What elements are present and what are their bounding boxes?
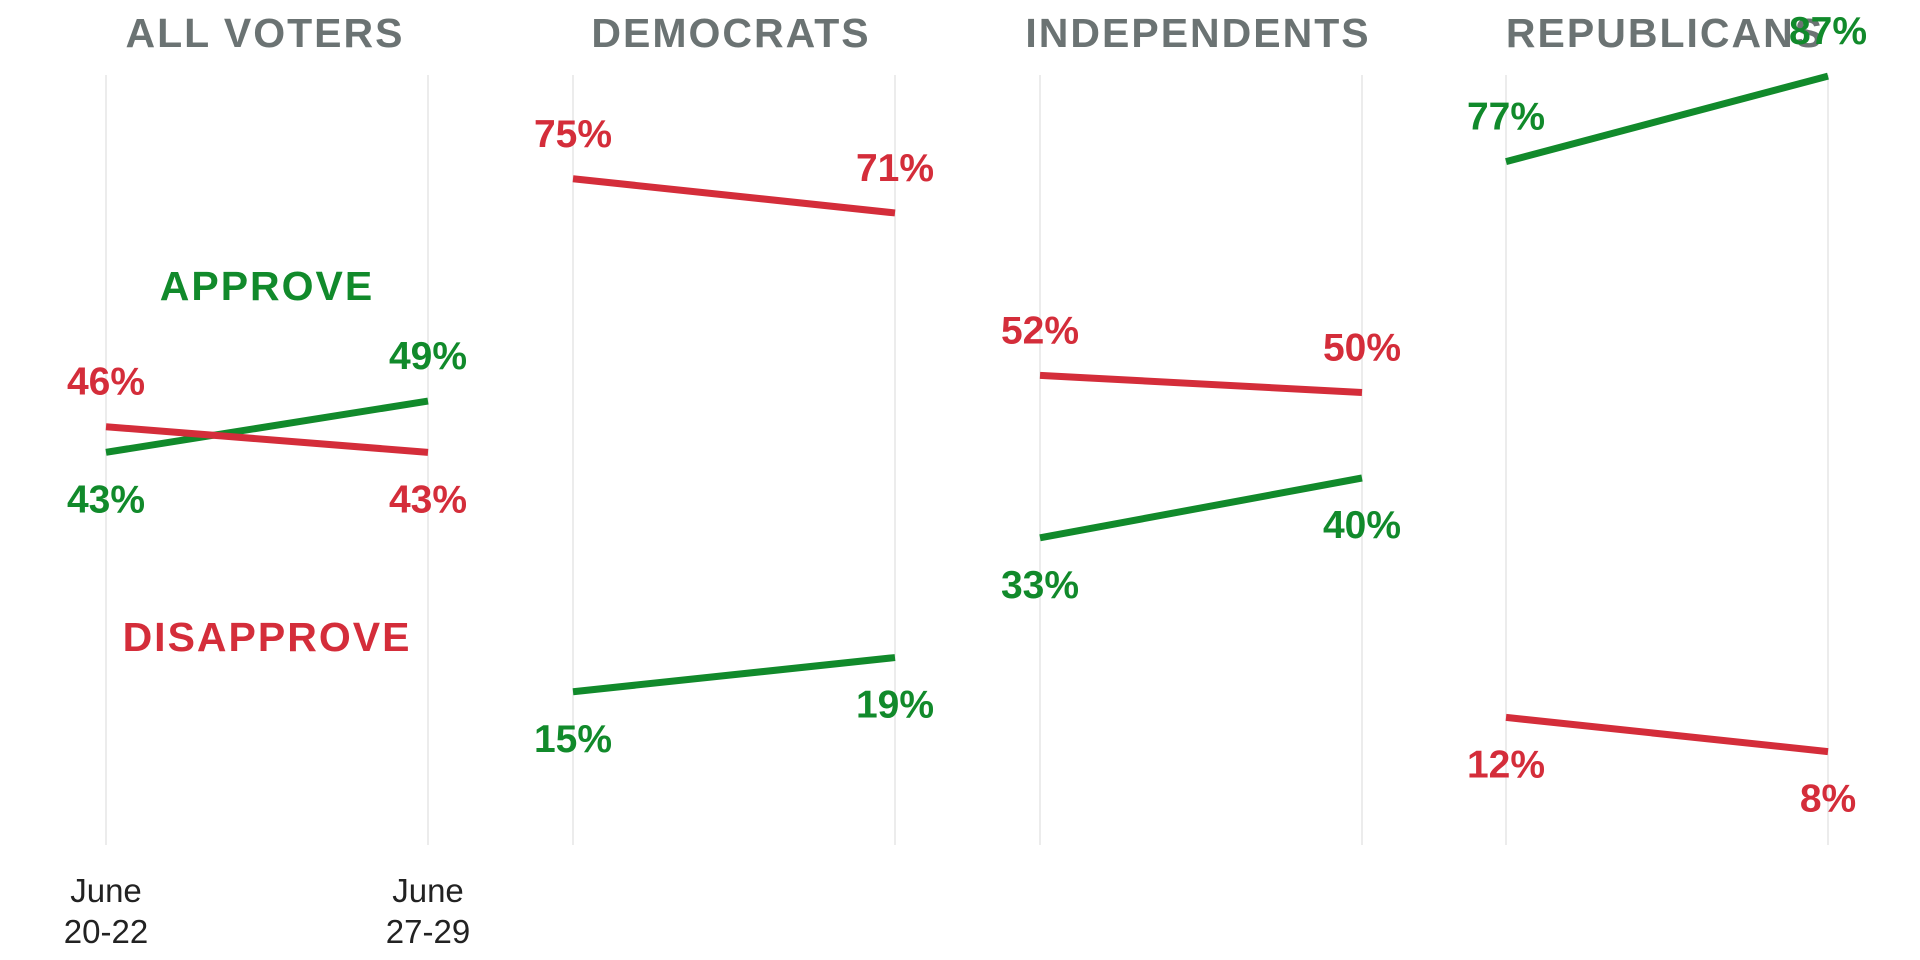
approve-value-label: 15% <box>534 718 612 761</box>
disapprove-value-label: 52% <box>1001 309 1079 352</box>
legend-disapprove: DISAPPROVE <box>123 614 412 660</box>
disapprove-value-label: 75% <box>534 113 612 156</box>
x-tick-label: June 27-29 <box>386 872 470 950</box>
disapprove-line <box>572 175 896 217</box>
approve-value-label: 33% <box>1001 564 1079 607</box>
disapprove-value-label: 50% <box>1323 327 1401 370</box>
disapprove-line <box>1039 371 1363 396</box>
chart-labels: ALL VOTERS 43% 49% 46% 43% DEMOCRATS 15% 19% 75%… <box>64 10 1867 950</box>
series-lines <box>105 72 1829 756</box>
approve-value-label: 40% <box>1323 504 1401 547</box>
disapprove-value-label: 71% <box>856 147 934 190</box>
approve-line <box>105 397 429 456</box>
panel-title: INDEPENDENTS <box>1025 10 1370 56</box>
approve-value-label: 43% <box>67 478 145 521</box>
approve-value-label: 77% <box>1467 96 1545 139</box>
panel-title: DEMOCRATS <box>591 10 870 56</box>
disapprove-value-label: 43% <box>389 478 467 521</box>
approve-value-label: 87% <box>1789 10 1867 53</box>
approve-line <box>1039 474 1363 542</box>
panel-title: ALL VOTERS <box>126 10 405 56</box>
legend-approve: APPROVE <box>160 263 375 309</box>
panel-title: REPUBLICANS <box>1506 10 1824 56</box>
x-tick-label: June 20-22 <box>64 872 148 950</box>
approve-line <box>572 654 896 696</box>
gridlines <box>105 75 1829 845</box>
disapprove-value-label: 8% <box>1800 778 1856 821</box>
disapprove-line <box>105 423 429 456</box>
disapprove-value-label: 12% <box>1467 743 1545 786</box>
approve-value-label: 49% <box>389 335 467 378</box>
disapprove-value-label: 46% <box>67 361 145 404</box>
approve-line <box>1505 72 1829 166</box>
approve-value-label: 19% <box>856 684 934 727</box>
disapprove-line <box>1505 713 1829 756</box>
